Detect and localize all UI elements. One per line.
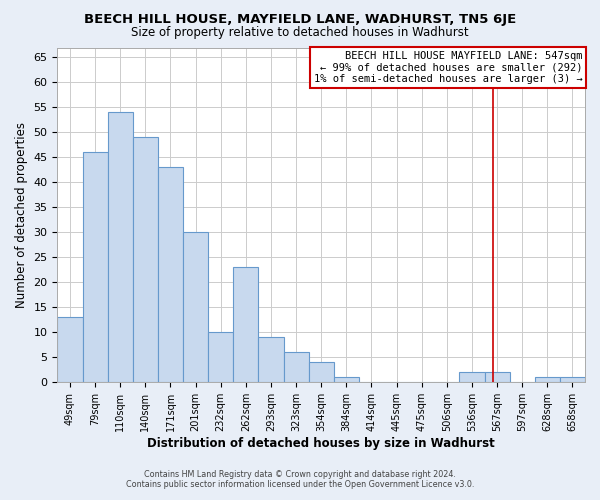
Text: BEECH HILL HOUSE MAYFIELD LANE: 547sqm
← 99% of detached houses are smaller (292: BEECH HILL HOUSE MAYFIELD LANE: 547sqm ←…: [314, 51, 583, 84]
Y-axis label: Number of detached properties: Number of detached properties: [15, 122, 28, 308]
Bar: [334, 378, 359, 382]
Bar: [460, 372, 485, 382]
Bar: [208, 332, 233, 382]
Bar: [107, 112, 133, 382]
Bar: [259, 338, 284, 382]
X-axis label: Distribution of detached houses by size in Wadhurst: Distribution of detached houses by size …: [148, 437, 495, 450]
Bar: [485, 372, 509, 382]
Bar: [233, 268, 259, 382]
Bar: [535, 378, 560, 382]
Text: Contains HM Land Registry data © Crown copyright and database right 2024.
Contai: Contains HM Land Registry data © Crown c…: [126, 470, 474, 489]
Bar: [308, 362, 334, 382]
Bar: [133, 138, 158, 382]
Bar: [560, 378, 585, 382]
Bar: [158, 168, 183, 382]
Bar: [183, 232, 208, 382]
Bar: [58, 318, 83, 382]
Text: Size of property relative to detached houses in Wadhurst: Size of property relative to detached ho…: [131, 26, 469, 39]
Bar: [83, 152, 107, 382]
Text: BEECH HILL HOUSE, MAYFIELD LANE, WADHURST, TN5 6JE: BEECH HILL HOUSE, MAYFIELD LANE, WADHURS…: [84, 12, 516, 26]
Bar: [284, 352, 308, 382]
